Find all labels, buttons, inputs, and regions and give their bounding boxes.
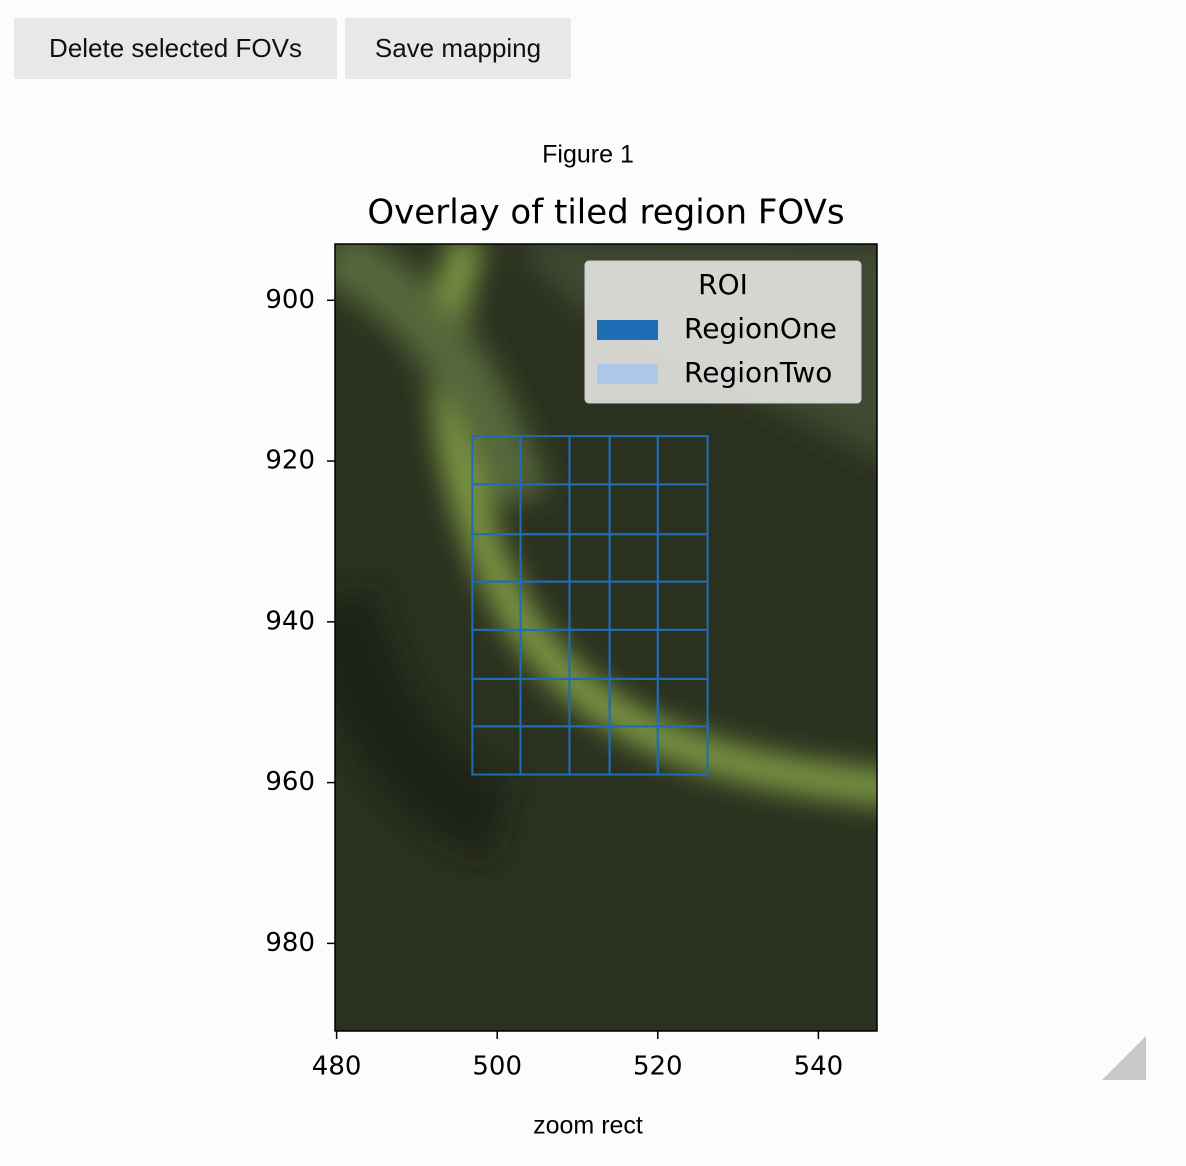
fov-tile[interactable] (568, 483, 611, 536)
x-tick-label: 500 (472, 1052, 522, 1082)
y-tick-label: 920 (265, 446, 315, 476)
legend-swatch (597, 320, 658, 340)
fov-tile[interactable] (568, 628, 611, 680)
fov-tile[interactable] (519, 533, 571, 583)
resize-handle[interactable] (1102, 1036, 1146, 1080)
fov-tile[interactable] (656, 725, 709, 776)
x-tick-label: 540 (794, 1052, 844, 1082)
fov-tile[interactable] (656, 435, 709, 486)
fov-tile[interactable] (568, 725, 611, 776)
fov-tile[interactable] (608, 533, 659, 583)
fov-tile[interactable] (608, 483, 659, 536)
y-tick-label: 960 (265, 767, 315, 797)
fov-tile[interactable] (519, 677, 571, 728)
legend-title: ROI (698, 268, 748, 301)
fov-tile[interactable] (656, 677, 709, 728)
fov-tile[interactable] (519, 580, 571, 631)
figure-label: Figure 1 (542, 141, 634, 169)
fov-tile[interactable] (568, 580, 611, 631)
fov-tile[interactable] (608, 628, 659, 680)
legend-label: RegionOne (684, 312, 837, 345)
fov-tile[interactable] (519, 483, 571, 536)
axes-frame (334, 243, 878, 1032)
fov-tile[interactable] (568, 533, 611, 583)
fov-tile[interactable] (519, 435, 571, 486)
fov-tile[interactable] (568, 677, 611, 728)
fov-tile[interactable] (471, 483, 522, 536)
y-tick-label: 900 (265, 285, 315, 315)
status-text: zoom rect (533, 1112, 643, 1140)
fov-tile[interactable] (519, 725, 571, 776)
fov-tile[interactable] (656, 580, 709, 631)
fov-tile[interactable] (471, 533, 522, 583)
save-button[interactable]: Save mapping (345, 18, 571, 79)
fov-tile[interactable] (656, 483, 709, 536)
fov-tile[interactable] (608, 435, 659, 486)
x-tick-label: 520 (633, 1052, 683, 1082)
x-tick-label: 480 (312, 1052, 362, 1082)
fov-tile[interactable] (471, 677, 522, 728)
chart-title: Overlay of tiled region FOVs (367, 193, 844, 233)
fov-tile[interactable] (608, 580, 659, 631)
legend-label: RegionTwo (684, 356, 832, 389)
y-tick-label: 980 (265, 928, 315, 958)
fov-tile[interactable] (471, 725, 522, 776)
fov-tile[interactable] (656, 533, 709, 583)
y-tick-label: 940 (265, 606, 315, 636)
fov-tile[interactable] (568, 435, 611, 486)
fov-tile[interactable] (656, 628, 709, 680)
delete-button[interactable]: Delete selected FOVs (14, 18, 337, 79)
fov-tile[interactable] (471, 628, 522, 680)
fov-tile[interactable] (608, 725, 659, 776)
fov-tile[interactable] (519, 628, 571, 680)
fov-tile[interactable] (608, 677, 659, 728)
fov-tile[interactable] (471, 580, 522, 631)
fov-tile[interactable] (471, 435, 522, 486)
legend-swatch (597, 364, 658, 384)
